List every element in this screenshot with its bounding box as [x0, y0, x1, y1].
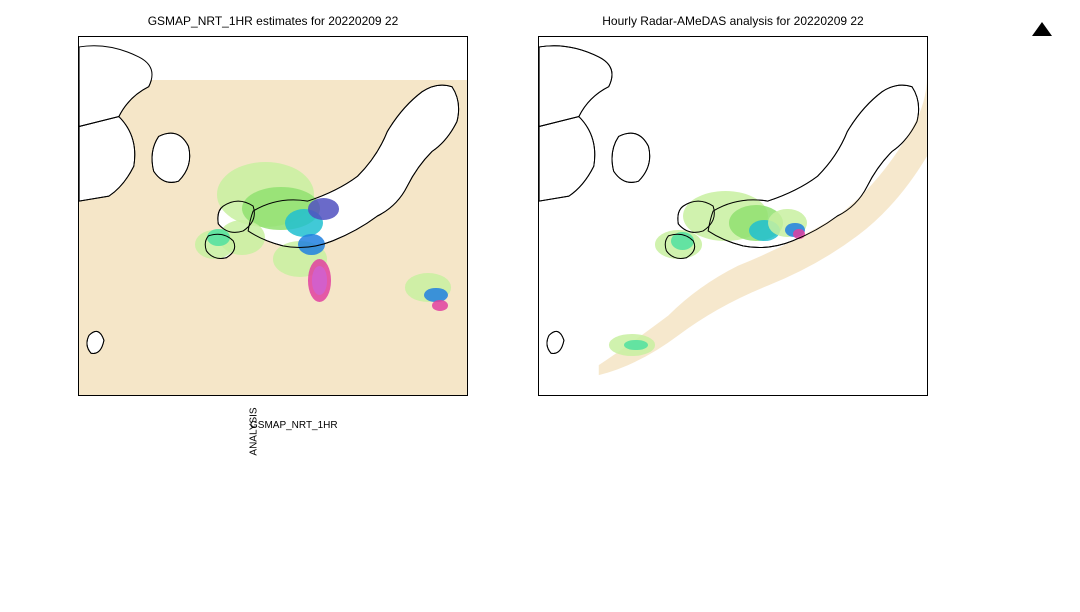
- map-right-panel: [538, 36, 928, 396]
- map-left-title: GSMAP_NRT_1HR estimates for 20220209 22: [78, 14, 468, 28]
- contingency-top-label: GSMAP_NRT_1HR: [250, 420, 338, 431]
- contingency-table: GSMAP_NRT_1HR ANALYSIS: [250, 420, 338, 431]
- contingency-side-label: ANALYSIS: [249, 407, 260, 455]
- map-left-panel: [78, 36, 468, 396]
- colorbar: [1032, 34, 1052, 396]
- colorbar-arrow-icon: [1030, 22, 1054, 36]
- map-right-title: Hourly Radar-AMeDAS analysis for 2022020…: [538, 14, 928, 28]
